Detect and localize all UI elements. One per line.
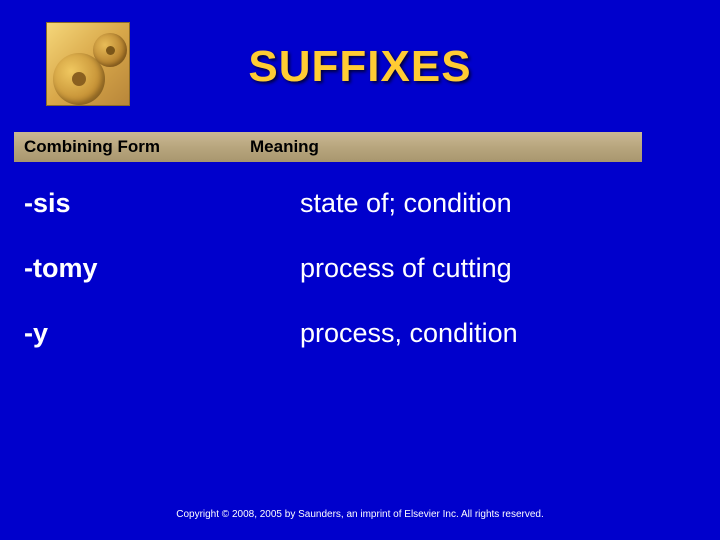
suffix-cell: -sis [14,188,300,219]
meaning-cell: process, condition [300,318,518,349]
meaning-cell: process of cutting [300,253,512,284]
suffix-cell: -y [14,318,300,349]
copyright-footer: Copyright © 2008, 2005 by Saunders, an i… [0,509,720,520]
table-row: -tomy process of cutting [14,237,706,302]
header-col-combining-form: Combining Form [14,137,242,157]
suffix-table: -sis state of; condition -tomy process o… [14,172,706,367]
table-row: -sis state of; condition [14,172,706,237]
table-row: -y process, condition [14,302,706,367]
suffix-cell: -tomy [14,253,300,284]
header-col-meaning: Meaning [242,137,319,157]
slide-title: SUFFIXES [0,42,720,92]
meaning-cell: state of; condition [300,188,512,219]
table-header: Combining Form Meaning [14,132,642,162]
